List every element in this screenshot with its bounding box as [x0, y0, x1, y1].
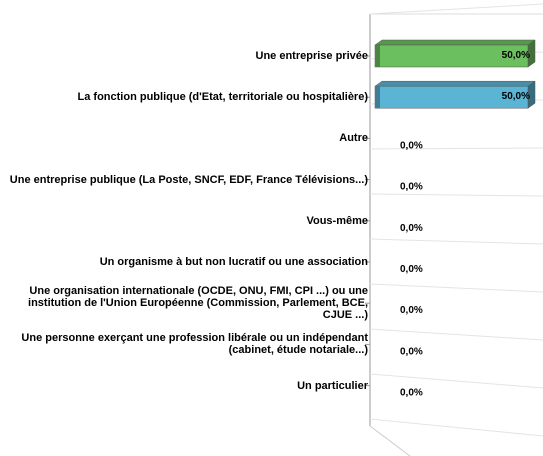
- wall-line: [369, 418, 543, 437]
- category-label: Une entreprise privée: [255, 50, 369, 62]
- bar-top: [374, 39, 536, 46]
- value-label: 50,0%: [502, 50, 530, 61]
- value-label: 0,0%: [400, 346, 423, 357]
- category-label: Un organisme à but non lucratif ou une a…: [99, 256, 368, 268]
- category-label: Une personne exerçant une profession lib…: [21, 332, 368, 357]
- wall-line: [369, 328, 543, 341]
- wall-line: [369, 283, 543, 293]
- floor: [369, 425, 411, 456]
- value-label: 0,0%: [400, 388, 423, 399]
- bar-edge: [375, 86, 380, 109]
- category-label: Vous-même: [306, 214, 368, 227]
- value-label: 50,0%: [502, 91, 530, 102]
- value-label: 0,0%: [400, 264, 423, 275]
- wall-line: [369, 238, 543, 245]
- category-label: Autre: [339, 132, 368, 145]
- value-label: 0,0%: [400, 223, 423, 234]
- category-label: Une entreprise publique (La Poste, SNCF,…: [9, 173, 368, 186]
- wall-line: [369, 147, 543, 150]
- wall-line: [369, 3, 543, 15]
- category-label: Une organisation internationale (OCDE, O…: [28, 285, 368, 322]
- value-label: 0,0%: [400, 305, 423, 316]
- value-label: 0,0%: [400, 140, 423, 151]
- wall-line: [369, 193, 543, 197]
- bar-top: [374, 80, 536, 87]
- bar-edge: [375, 45, 380, 67]
- category-label: La fonction publique (d'Etat, territoria…: [77, 91, 368, 104]
- category-label: Un particulier: [297, 379, 368, 392]
- wall-line: [369, 373, 543, 389]
- value-label: 0,0%: [400, 182, 423, 193]
